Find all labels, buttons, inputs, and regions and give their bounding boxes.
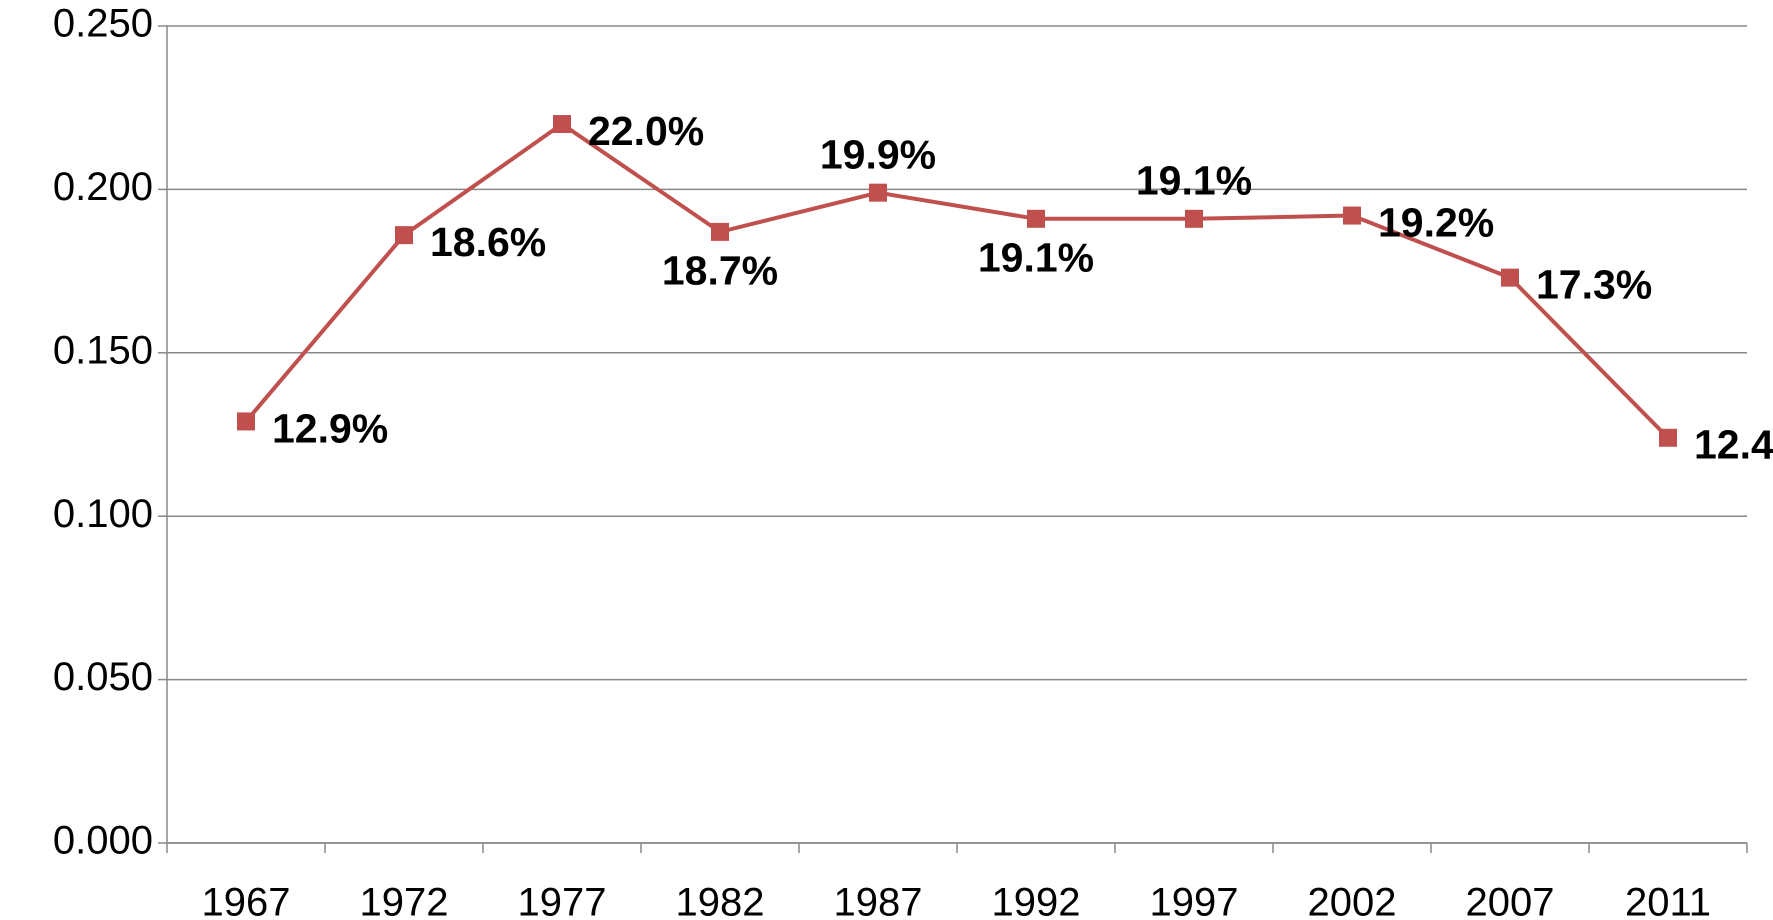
data-label: 17.3% xyxy=(1536,261,1652,307)
y-tick-label: 0.200 xyxy=(53,165,153,209)
x-tick-label: 1987 xyxy=(834,881,923,920)
marker xyxy=(1027,209,1045,228)
marker xyxy=(237,412,255,431)
data-label: 12.9% xyxy=(272,405,388,451)
data-label: 18.7% xyxy=(662,248,778,294)
marker xyxy=(1659,428,1677,447)
y-tick-label: 0.100 xyxy=(53,492,153,536)
x-tick-label: 1967 xyxy=(202,881,291,920)
x-tick-label: 1972 xyxy=(360,881,449,920)
x-tick-label: 1982 xyxy=(676,881,765,920)
marker xyxy=(1501,268,1519,287)
marker xyxy=(553,115,571,134)
marker xyxy=(395,226,413,245)
x-tick-label: 1997 xyxy=(1150,881,1239,920)
data-label: 22.0% xyxy=(588,108,704,154)
x-tick-label: 2002 xyxy=(1308,881,1397,920)
y-tick-label: 0.150 xyxy=(53,328,153,372)
x-tick-label: 2007 xyxy=(1466,881,1555,920)
data-label: 19.1% xyxy=(978,235,1094,281)
y-tick-label: 0.000 xyxy=(53,819,153,863)
x-tick-label: 1992 xyxy=(992,881,1081,920)
y-tick-label: 0.250 xyxy=(53,2,153,46)
data-label: 12.4% xyxy=(1694,422,1773,468)
x-tick-label: 2011 xyxy=(1625,881,1711,920)
data-label: 19.2% xyxy=(1378,199,1494,245)
x-tick-label: 1977 xyxy=(518,881,607,920)
data-label: 18.6% xyxy=(430,219,546,265)
data-label: 19.9% xyxy=(820,131,936,177)
marker xyxy=(711,222,729,241)
marker xyxy=(869,183,887,202)
data-label: 19.1% xyxy=(1136,158,1252,204)
marker xyxy=(1185,209,1203,228)
marker xyxy=(1343,206,1361,225)
y-tick-label: 0.050 xyxy=(53,655,153,699)
series-line xyxy=(244,121,1670,440)
